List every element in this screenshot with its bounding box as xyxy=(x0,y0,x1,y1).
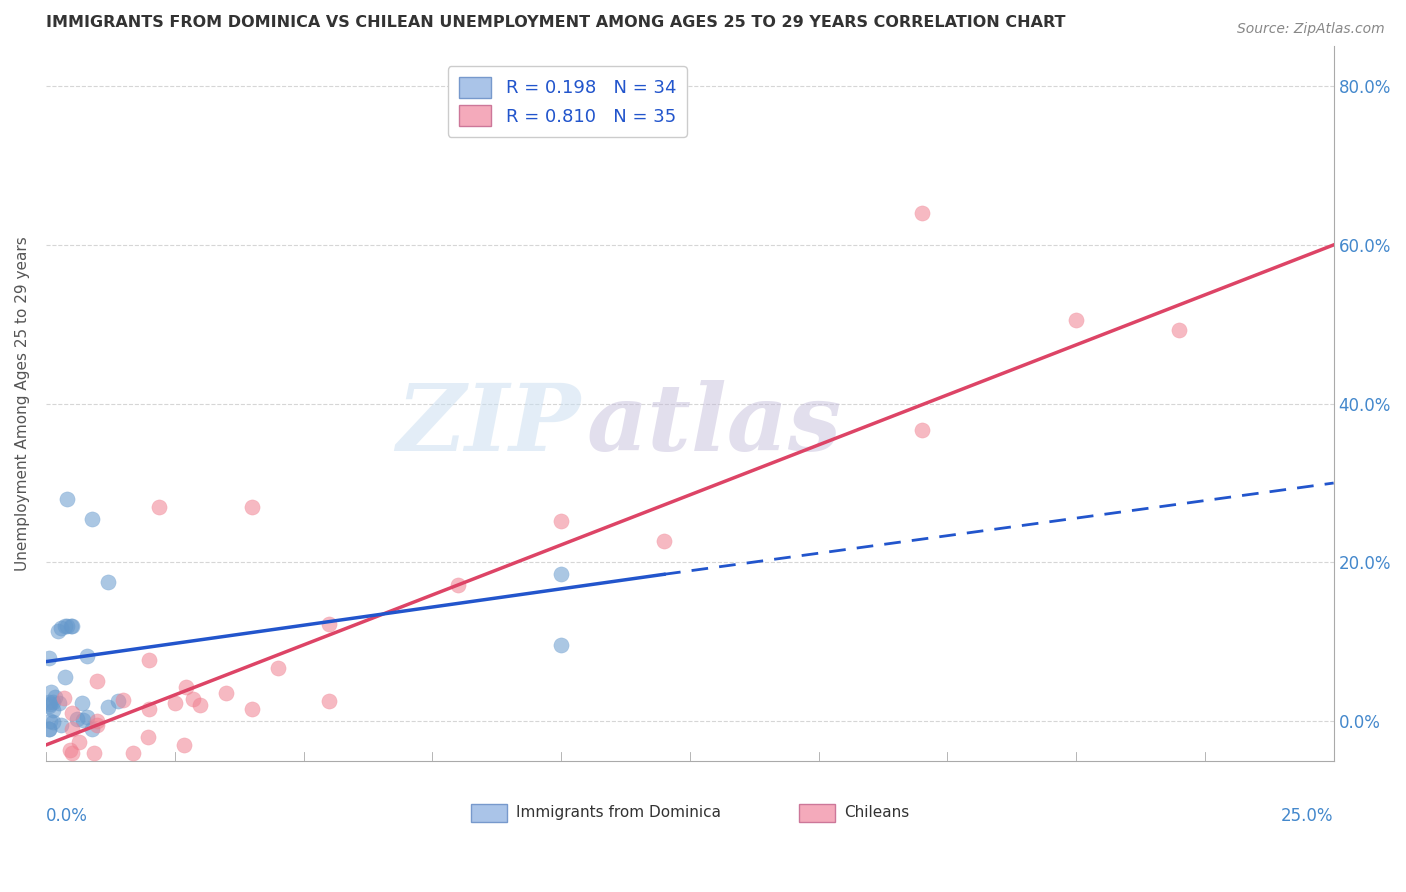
Point xyxy=(76,648,98,663)
Point xyxy=(60,746,83,760)
Point xyxy=(138,702,160,716)
Point xyxy=(112,693,135,707)
Point xyxy=(46,624,69,638)
Y-axis label: Unemployment Among Ages 25 to 29 years: Unemployment Among Ages 25 to 29 years xyxy=(15,236,30,571)
Text: IMMIGRANTS FROM DOMINICA VS CHILEAN UNEMPLOYMENT AMONG AGES 25 TO 29 YEARS CORRE: IMMIGRANTS FROM DOMINICA VS CHILEAN UNEM… xyxy=(46,15,1066,30)
Point xyxy=(318,694,340,708)
Point xyxy=(82,722,104,736)
Point xyxy=(138,653,160,667)
Point xyxy=(66,712,89,726)
Point xyxy=(38,722,60,736)
Point xyxy=(318,617,340,632)
Point xyxy=(76,710,98,724)
Bar xyxy=(799,804,835,822)
Point xyxy=(1064,313,1087,327)
Point xyxy=(38,698,60,713)
Point xyxy=(42,715,65,730)
Point xyxy=(39,714,62,728)
Point xyxy=(60,722,83,736)
Point xyxy=(60,619,83,633)
Point xyxy=(86,714,108,728)
Text: Chileans: Chileans xyxy=(845,805,910,820)
Legend: R = 0.198   N = 34, R = 0.810   N = 35: R = 0.198 N = 34, R = 0.810 N = 35 xyxy=(447,66,688,136)
Point xyxy=(86,718,108,732)
Point xyxy=(82,512,104,526)
Point xyxy=(550,514,572,528)
Point xyxy=(55,670,77,684)
Point xyxy=(240,702,263,716)
Point xyxy=(52,690,75,705)
Point xyxy=(181,692,204,706)
Point xyxy=(42,703,65,717)
Text: Source: ZipAtlas.com: Source: ZipAtlas.com xyxy=(1237,22,1385,37)
Point xyxy=(67,734,90,748)
Point xyxy=(83,746,105,760)
Point xyxy=(48,696,70,710)
Point xyxy=(38,722,60,736)
Point xyxy=(53,619,76,633)
Text: 0.0%: 0.0% xyxy=(46,807,87,825)
Point xyxy=(447,578,470,592)
Point xyxy=(215,686,238,700)
Point xyxy=(97,700,120,714)
Point xyxy=(550,567,572,582)
Point xyxy=(39,685,62,699)
Point xyxy=(652,534,675,549)
Text: 25.0%: 25.0% xyxy=(1281,807,1334,825)
Point xyxy=(190,698,212,713)
Point xyxy=(107,693,129,707)
Point xyxy=(910,423,932,437)
Point xyxy=(550,638,572,652)
Point xyxy=(60,706,83,721)
Text: atlas: atlas xyxy=(586,380,842,470)
Point xyxy=(174,681,197,695)
Point xyxy=(97,575,120,590)
Point xyxy=(44,690,66,704)
Point xyxy=(910,206,932,220)
Point xyxy=(1168,323,1191,337)
Point xyxy=(122,746,145,760)
Text: ZIP: ZIP xyxy=(396,380,581,470)
Point xyxy=(148,500,170,514)
Bar xyxy=(471,804,508,822)
Point xyxy=(51,718,73,732)
Point xyxy=(55,619,77,633)
Point xyxy=(51,621,73,635)
Text: Immigrants from Dominica: Immigrants from Dominica xyxy=(516,805,721,820)
Point xyxy=(86,673,108,688)
Point xyxy=(240,500,263,514)
Point xyxy=(72,714,94,728)
Point xyxy=(136,730,159,744)
Point xyxy=(267,661,290,675)
Point xyxy=(55,491,77,506)
Point xyxy=(38,695,60,709)
Point xyxy=(38,651,60,665)
Point xyxy=(42,695,65,709)
Point xyxy=(39,697,62,711)
Point xyxy=(59,742,82,756)
Point xyxy=(60,619,83,633)
Point xyxy=(173,738,195,752)
Point xyxy=(163,696,186,710)
Point xyxy=(70,696,93,710)
